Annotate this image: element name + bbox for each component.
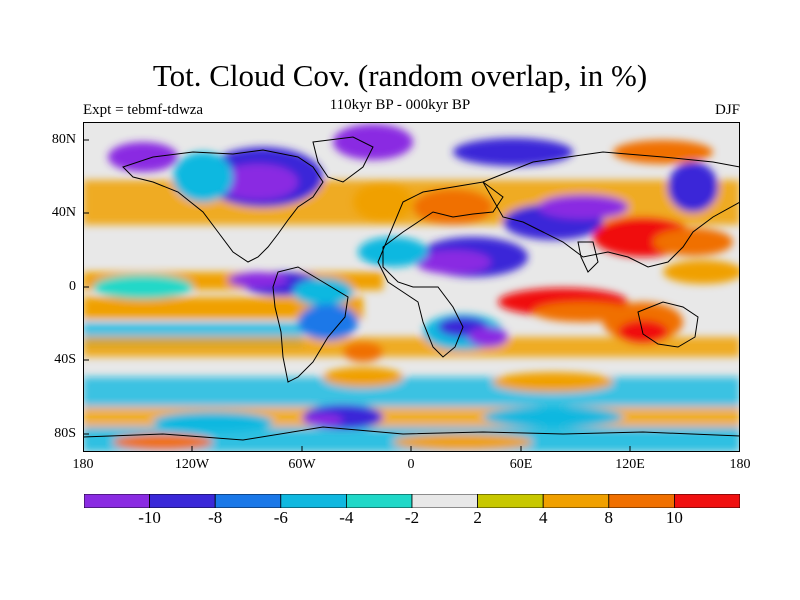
colorbar-swatch [542,494,610,508]
colorbar-tick-label: -10 [138,508,161,527]
map-title: Tot. Cloud Cov. (random overlap, in %) [152,58,648,93]
colorbar-swatch [345,494,413,508]
experiment-label: Expt = tebmf-tdwza [83,102,204,118]
lon-label-120e: 120E [615,457,645,472]
colorbar-tick-label: 10 [665,508,683,527]
colorbar-swatch [477,494,544,508]
colorbar-tick-label: -4 [339,508,354,527]
lat-label-0: 0 [69,279,76,294]
lon-label-180e: 180 [729,457,751,472]
colorbar-swatch [149,494,216,508]
colorbar-tick-label: 2 [473,508,482,527]
lon-label-60w: 60W [288,457,316,472]
lon-label-0: 0 [407,457,415,472]
lon-label-120w: 120W [174,457,210,472]
season-label: DJF [714,102,740,118]
colorbar-swatch [608,494,675,508]
colorbar-swatch [411,494,478,508]
coastlines [83,136,740,441]
lat-label-40n: 40N [51,205,76,220]
colorbar-tick-label: 8 [604,508,614,527]
lat-label-80n: 80N [51,132,76,147]
anomaly-field [83,124,740,452]
lat-label-40s: 40S [54,352,76,367]
colorbar-swatch [84,494,150,508]
lat-label-80s: 80S [54,426,76,441]
colorbar-tick-label: 4 [538,508,548,527]
period-label: 110kyr BP - 000kyr BP [329,97,471,113]
colorbar-swatch [214,494,282,508]
cloud-cover-map [83,122,740,452]
lon-label-60e: 60E [509,457,533,472]
color-bar [84,494,740,508]
lon-label-180w: 180 [72,457,94,472]
colorbar-swatch [280,494,347,508]
colorbar-swatch [674,494,740,508]
colorbar-tick-label: -8 [208,508,223,527]
colorbar-tick-label: -2 [404,508,420,527]
map-ticks [83,139,631,452]
colorbar-tick-label: -6 [273,508,288,527]
